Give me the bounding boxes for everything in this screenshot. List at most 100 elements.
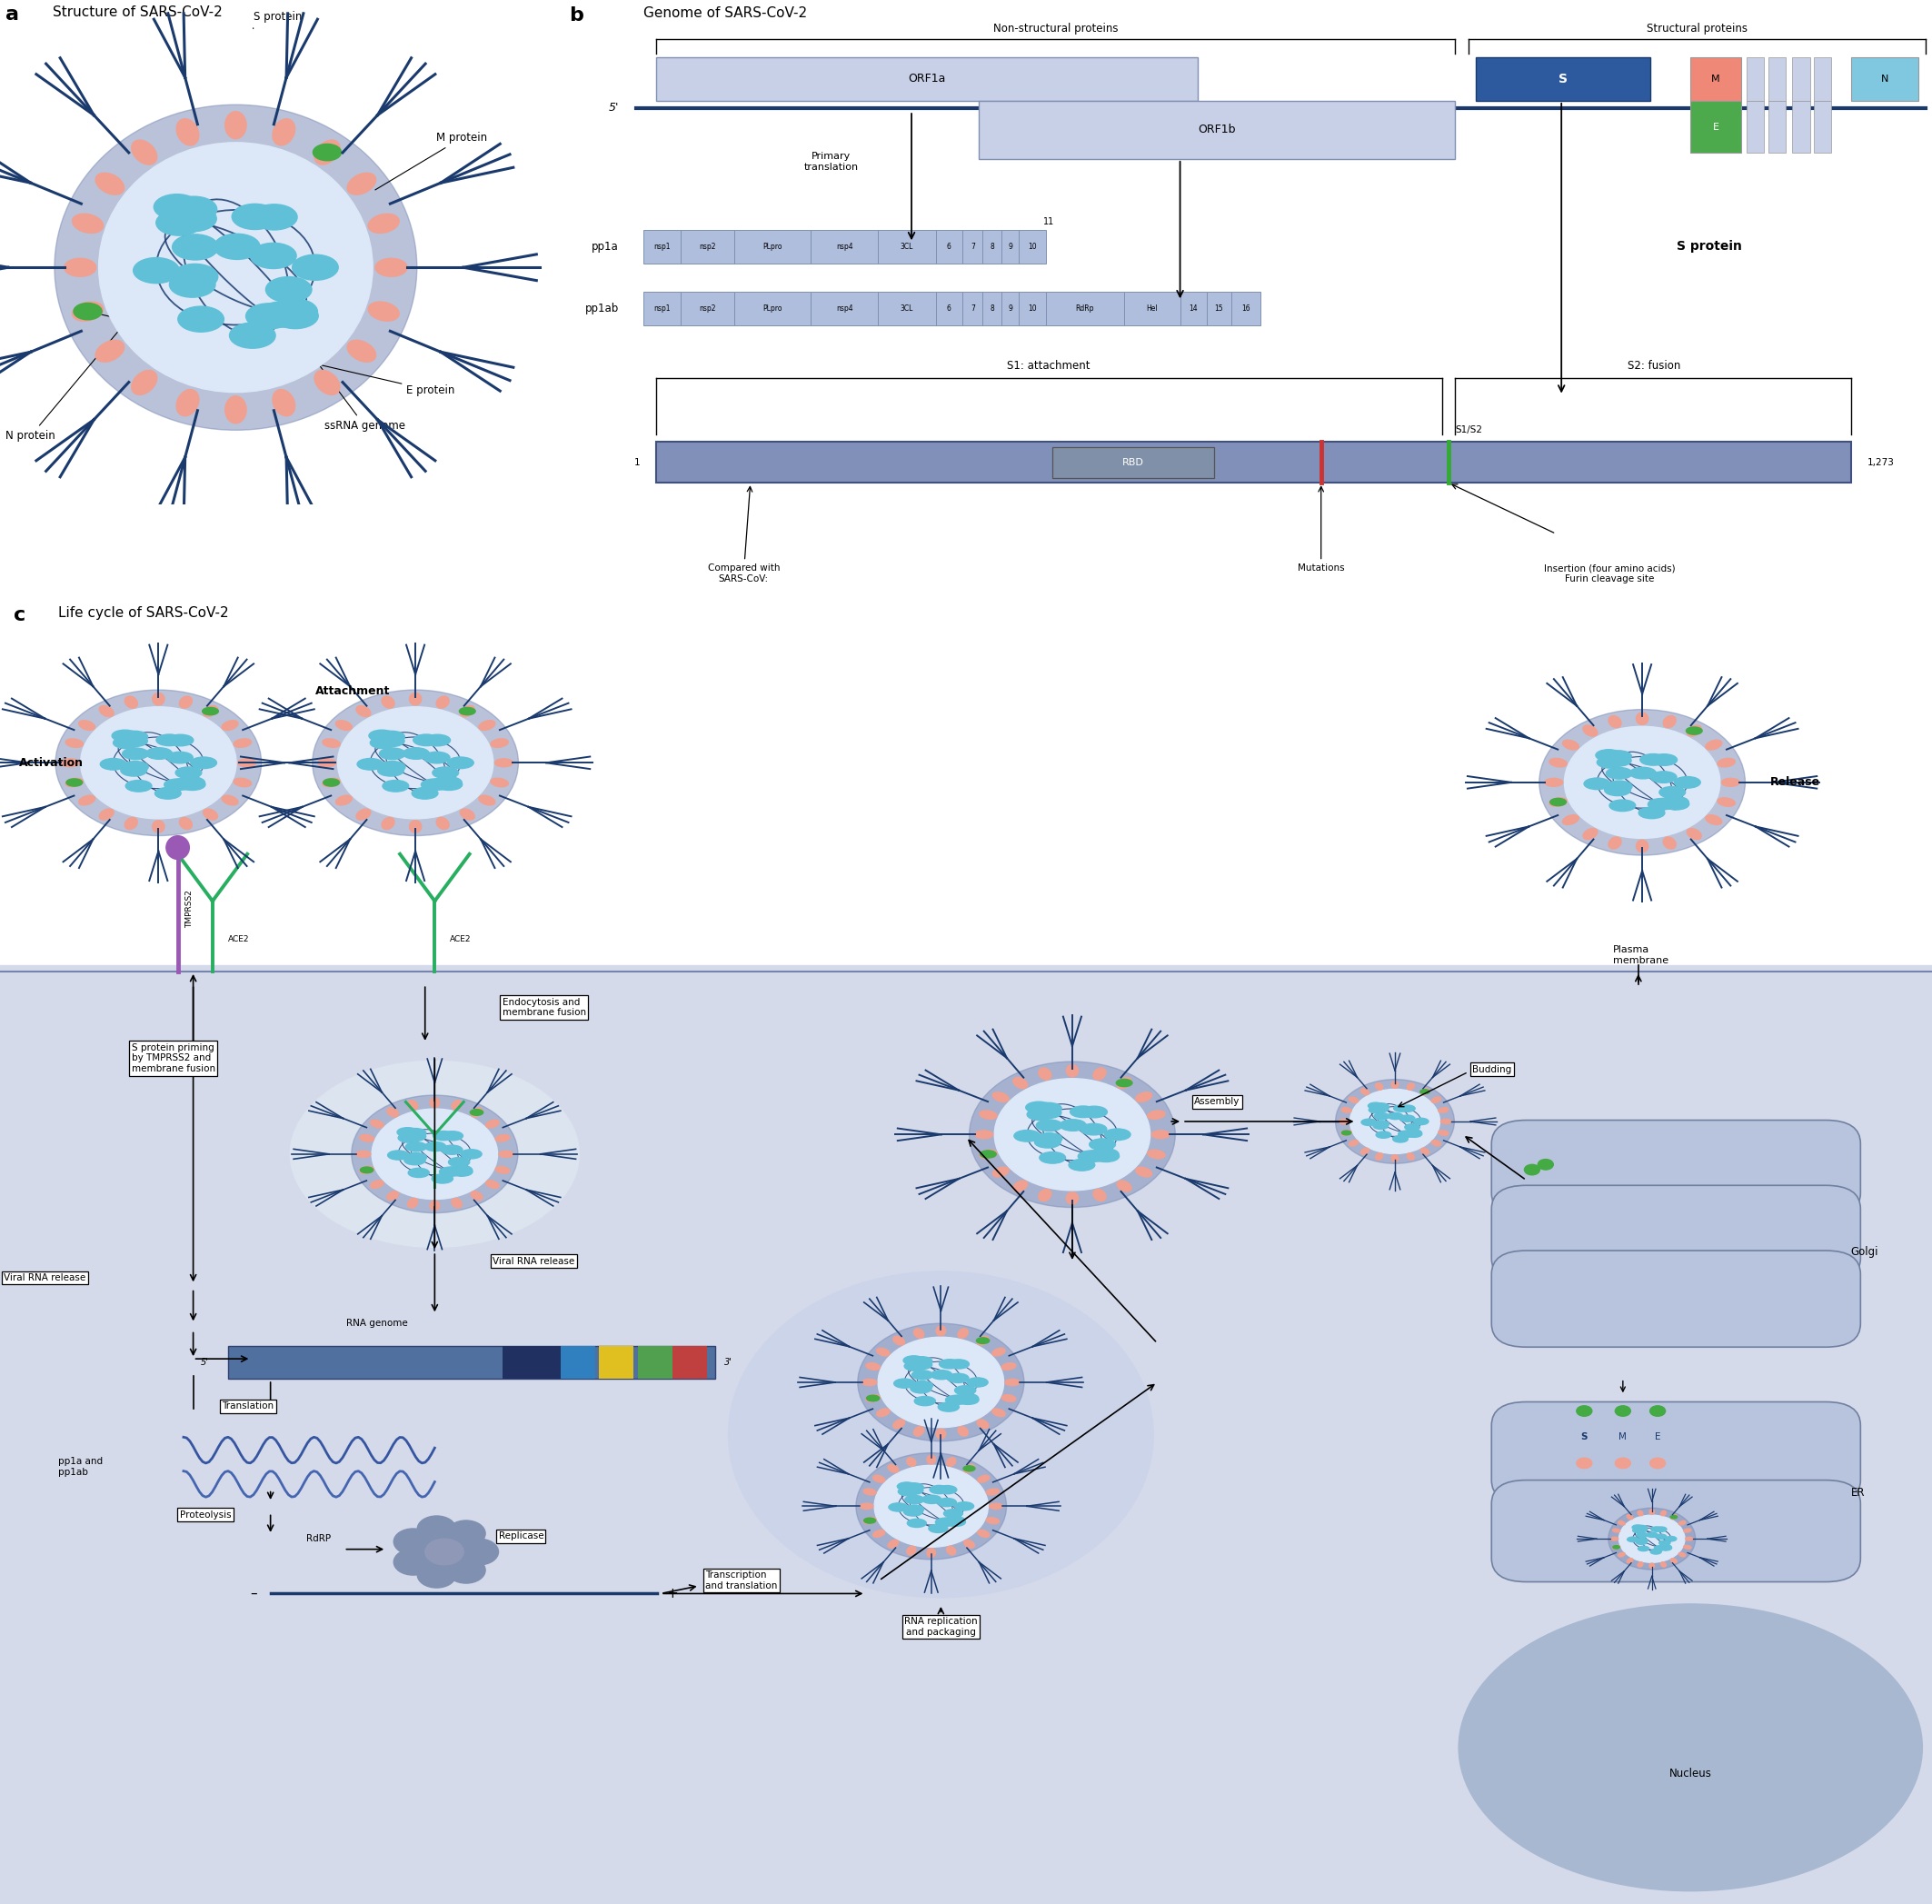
Ellipse shape: [226, 396, 245, 423]
Ellipse shape: [893, 1337, 904, 1344]
Ellipse shape: [203, 809, 218, 821]
Text: RNA genome: RNA genome: [346, 1318, 408, 1327]
Ellipse shape: [1406, 1154, 1414, 1160]
Ellipse shape: [1663, 716, 1675, 727]
Ellipse shape: [64, 259, 97, 276]
Text: RBD: RBD: [1122, 457, 1144, 466]
Ellipse shape: [978, 1420, 989, 1428]
Ellipse shape: [1549, 758, 1567, 767]
Ellipse shape: [1148, 1150, 1165, 1158]
Ellipse shape: [1721, 779, 1739, 786]
Ellipse shape: [1636, 840, 1648, 853]
Ellipse shape: [1549, 798, 1567, 805]
Ellipse shape: [1679, 1552, 1685, 1557]
Text: RNA replication
and packaging: RNA replication and packaging: [904, 1616, 978, 1637]
Ellipse shape: [1432, 1097, 1441, 1102]
Ellipse shape: [404, 748, 429, 760]
Ellipse shape: [1658, 1546, 1669, 1550]
Ellipse shape: [893, 1420, 904, 1428]
Ellipse shape: [906, 1458, 916, 1466]
Ellipse shape: [1420, 1089, 1430, 1095]
Ellipse shape: [951, 1396, 972, 1403]
Bar: [1018, 230, 1045, 265]
Ellipse shape: [460, 1150, 481, 1160]
Ellipse shape: [371, 1120, 383, 1127]
Ellipse shape: [980, 1150, 997, 1158]
Text: 8: 8: [989, 244, 995, 251]
Ellipse shape: [1391, 1081, 1399, 1089]
Text: nsp4: nsp4: [837, 305, 852, 312]
Text: Structural proteins: Structural proteins: [1646, 23, 1747, 34]
Ellipse shape: [166, 836, 189, 859]
Ellipse shape: [1341, 1108, 1352, 1112]
Ellipse shape: [452, 1167, 473, 1177]
Ellipse shape: [1341, 1131, 1352, 1135]
Ellipse shape: [1036, 1133, 1063, 1144]
Ellipse shape: [1609, 716, 1621, 727]
Ellipse shape: [386, 1108, 398, 1118]
Ellipse shape: [1012, 1180, 1028, 1192]
Text: 10: 10: [1028, 244, 1037, 251]
Ellipse shape: [479, 796, 495, 805]
Ellipse shape: [912, 1380, 933, 1390]
Ellipse shape: [323, 779, 340, 786]
Ellipse shape: [922, 1495, 941, 1504]
Ellipse shape: [408, 1101, 417, 1110]
Ellipse shape: [491, 739, 508, 748]
Text: 5': 5': [201, 1358, 209, 1367]
Ellipse shape: [176, 767, 201, 779]
Ellipse shape: [379, 748, 406, 760]
Ellipse shape: [1662, 1561, 1665, 1567]
Ellipse shape: [479, 720, 495, 731]
Ellipse shape: [1036, 1102, 1061, 1114]
Ellipse shape: [383, 697, 394, 708]
Text: Activation: Activation: [19, 758, 83, 769]
Ellipse shape: [433, 1175, 452, 1182]
Ellipse shape: [203, 706, 218, 716]
Ellipse shape: [860, 1504, 873, 1510]
Ellipse shape: [1687, 725, 1702, 737]
Ellipse shape: [993, 1348, 1005, 1356]
Ellipse shape: [980, 1110, 997, 1120]
Ellipse shape: [1652, 1527, 1662, 1531]
Text: Plasma
membrane: Plasma membrane: [1613, 944, 1669, 965]
Ellipse shape: [947, 1546, 956, 1556]
Ellipse shape: [1070, 1106, 1095, 1118]
Ellipse shape: [336, 796, 352, 805]
Text: Endocytosis and
membrane fusion: Endocytosis and membrane fusion: [502, 998, 585, 1017]
Ellipse shape: [437, 817, 448, 830]
Ellipse shape: [889, 1502, 908, 1512]
Ellipse shape: [947, 1517, 966, 1527]
Ellipse shape: [937, 1485, 956, 1495]
Ellipse shape: [1420, 1148, 1430, 1154]
Bar: [1001, 291, 1018, 326]
Ellipse shape: [1399, 1131, 1414, 1137]
Ellipse shape: [1660, 1540, 1669, 1546]
Ellipse shape: [348, 341, 377, 362]
Ellipse shape: [1437, 1108, 1449, 1112]
Bar: [1851, 57, 1918, 101]
Ellipse shape: [935, 1428, 947, 1439]
Text: ORF1b: ORF1b: [1198, 124, 1236, 135]
Ellipse shape: [862, 1378, 877, 1386]
Text: RdRP: RdRP: [307, 1535, 330, 1544]
Ellipse shape: [1660, 786, 1685, 798]
Text: S protein: S protein: [1677, 240, 1743, 251]
Ellipse shape: [369, 301, 400, 322]
Ellipse shape: [73, 303, 102, 320]
Ellipse shape: [448, 1158, 469, 1167]
Ellipse shape: [131, 369, 156, 394]
Ellipse shape: [1619, 1552, 1625, 1557]
Ellipse shape: [1026, 1102, 1051, 1114]
Ellipse shape: [1604, 784, 1631, 796]
Bar: [560, 1346, 595, 1378]
Ellipse shape: [433, 1131, 454, 1140]
Ellipse shape: [1350, 1089, 1439, 1154]
Ellipse shape: [947, 1516, 966, 1525]
Ellipse shape: [1605, 754, 1631, 765]
Ellipse shape: [964, 1466, 976, 1472]
Text: Genome of SARS-CoV-2: Genome of SARS-CoV-2: [643, 6, 808, 19]
Ellipse shape: [985, 1489, 999, 1495]
Ellipse shape: [100, 758, 126, 769]
Ellipse shape: [993, 1409, 1005, 1417]
